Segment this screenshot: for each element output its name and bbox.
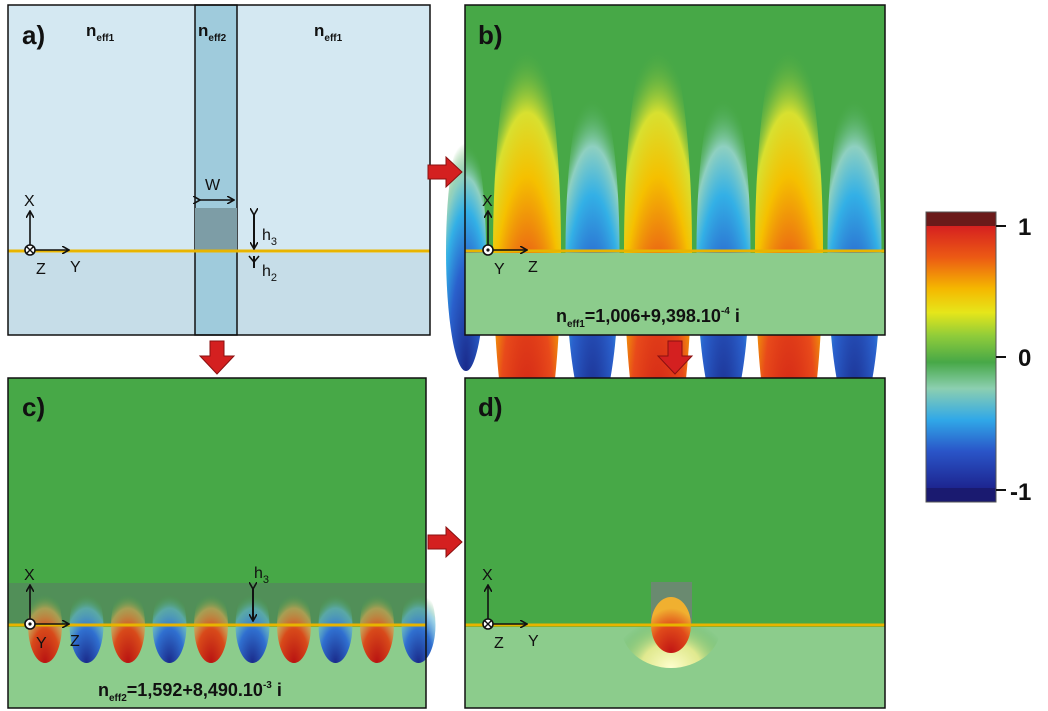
- arrow-a-to-b-icon: [427, 155, 463, 189]
- axis-up-label: X: [24, 193, 35, 210]
- panel-c-axes: X Y Z: [24, 567, 80, 652]
- arrow-c-to-d-icon: [427, 525, 463, 559]
- colorbar-gradient: [926, 226, 996, 488]
- colorbar-max-label: 1: [1018, 214, 1031, 241]
- panel-d-axes: X Z Y: [482, 567, 539, 652]
- colorbar-top-cap: [926, 212, 996, 226]
- colorbar-mid-label: 0: [1018, 345, 1031, 372]
- region-right-label: neff1: [314, 21, 343, 44]
- colorbar-bottom-cap: [926, 488, 996, 502]
- arrow-a-to-c-icon: [198, 340, 236, 375]
- panel-b-neff-equation: neff1=1,006+9,398.10-4 i: [556, 306, 740, 330]
- h2-arrow-head: [248, 255, 260, 264]
- flow-arrows: [198, 155, 694, 559]
- colorbar: 1 0 -1: [925, 211, 1031, 506]
- axis-up-label: X: [24, 567, 35, 584]
- panel-c-border: [7, 377, 427, 709]
- panel-b: b) X Y Z neff1=1,006+9,398.10-4 i: [446, 4, 886, 476]
- panel-b-border: [464, 4, 886, 336]
- panel-c-label: c): [22, 392, 45, 422]
- colorbar-min-label: -1: [1010, 479, 1031, 506]
- axis-out-label: Z: [494, 635, 504, 652]
- axis-up-label: X: [482, 567, 493, 584]
- arrow-b-to-d-icon: [656, 340, 694, 375]
- panel-c-h3-label: h3: [254, 565, 269, 586]
- h2-label: h2: [262, 263, 277, 284]
- width-label: W: [205, 177, 221, 194]
- panel-d: d) X Z Y: [464, 377, 886, 709]
- axis-out-label: Y: [494, 261, 505, 278]
- panel-a-strip: [194, 4, 238, 336]
- region-left-label: neff1: [86, 21, 115, 44]
- panel-b-label: b): [478, 20, 503, 50]
- panel-d-label: d): [478, 392, 503, 422]
- axis-right-label: Z: [528, 259, 538, 276]
- panel-b-axes: X Y Z: [482, 193, 538, 278]
- panel-b-substrate: [465, 253, 885, 335]
- panel-a-label: a): [22, 20, 45, 50]
- h3-label: h3: [262, 227, 277, 248]
- panel-d-border: [464, 377, 886, 709]
- axis-out-label: Y: [36, 635, 47, 652]
- axis-up-label: X: [482, 193, 493, 210]
- panel-c: c) h3 X Y Z neff2=1,592+8,490.10-3 i: [7, 377, 436, 709]
- axis-right-label: Y: [528, 633, 539, 650]
- panel-a-ridge: [195, 208, 237, 252]
- region-center-label: neff2: [198, 21, 227, 44]
- axis-right-label: Y: [70, 259, 81, 276]
- panel-b-top-fade: [465, 5, 885, 45]
- axis-right-label: Z: [70, 633, 80, 650]
- panel-a: a) neff1 neff2 neff1 W h3 h2 X Z Y: [7, 4, 431, 336]
- axis-out-label: Z: [36, 261, 46, 278]
- panel-c-neff-equation: neff2=1,592+8,490.10-3 i: [98, 680, 282, 704]
- panel-a-axes: X Z Y: [24, 193, 81, 278]
